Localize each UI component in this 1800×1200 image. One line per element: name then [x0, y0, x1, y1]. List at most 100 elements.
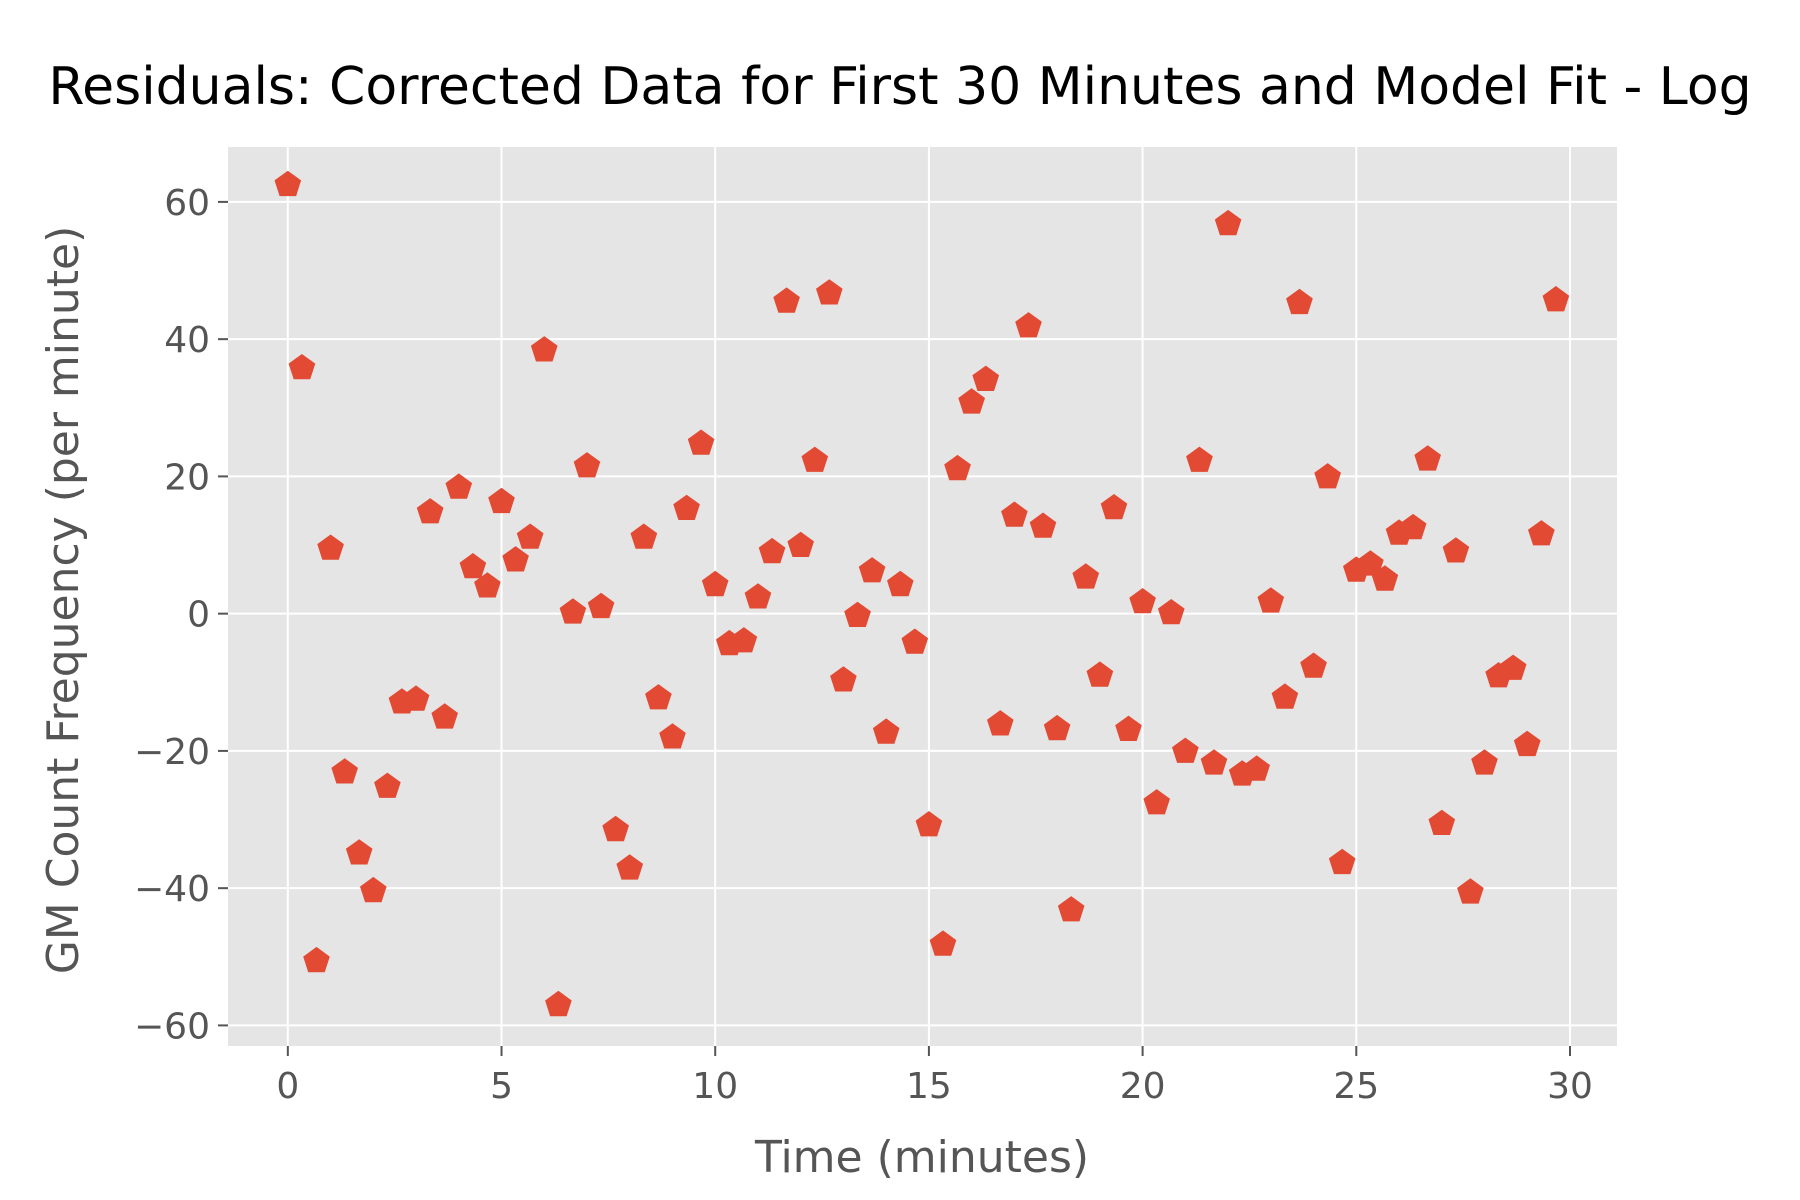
data-point: [1129, 588, 1156, 614]
data-point: [402, 685, 430, 711]
data-point: [844, 601, 871, 627]
data-point: [1086, 661, 1114, 687]
data-point: [1043, 714, 1071, 741]
data-point: [530, 336, 558, 362]
data-point: [431, 703, 458, 729]
data-point: [1200, 749, 1228, 775]
data-point: [787, 531, 814, 557]
data-point: [288, 354, 316, 380]
data-point: [1357, 550, 1384, 576]
data-point: [1457, 878, 1484, 904]
y-tick-label: −60: [134, 1006, 210, 1047]
data-point: [1428, 809, 1456, 835]
data-point: [416, 498, 444, 524]
data-point: [816, 279, 843, 305]
data-point: [858, 557, 886, 583]
data-point: [1286, 288, 1313, 315]
data-point: [701, 570, 729, 597]
data-point: [1513, 730, 1541, 757]
data-point: [1143, 789, 1170, 815]
data-point: [1471, 749, 1498, 775]
data-point: [1542, 286, 1570, 312]
data-point: [274, 170, 302, 197]
data-point: [1015, 312, 1042, 338]
data-point: [445, 473, 473, 499]
data-point: [317, 534, 344, 560]
data-point: [901, 628, 929, 654]
data-point: [1057, 896, 1085, 922]
data-point: [1499, 654, 1527, 680]
x-tick-label: 10: [692, 1066, 738, 1107]
data-point: [744, 583, 772, 609]
data-point: [1414, 445, 1441, 471]
data-point: [1528, 520, 1555, 546]
data-point: [602, 815, 629, 842]
data-point: [958, 388, 985, 414]
data-point: [673, 494, 700, 520]
x-tick-label: 5: [490, 1066, 513, 1107]
data-point: [1172, 737, 1199, 763]
data-points: [274, 170, 1570, 1017]
data-point: [616, 854, 644, 880]
data-point: [872, 718, 900, 744]
data-point: [1442, 537, 1470, 563]
x-tick-label: 20: [1120, 1066, 1166, 1107]
data-point: [659, 723, 686, 749]
chart-title: Residuals: Corrected Data for First 30 M…: [48, 57, 1751, 117]
data-point: [773, 287, 800, 313]
data-point: [1186, 446, 1213, 472]
grid-lines: [228, 147, 1617, 1046]
data-point: [630, 523, 658, 549]
y-axis-label: GM Count Frequency (per minute): [38, 226, 89, 975]
data-point: [1157, 599, 1185, 625]
data-point: [345, 839, 373, 865]
y-tick-label: 60: [164, 183, 210, 224]
data-point: [1399, 513, 1427, 540]
data-point: [929, 930, 957, 956]
data-point: [758, 537, 786, 564]
data-point: [1214, 209, 1242, 236]
data-point: [730, 627, 758, 653]
x-tick-label: 25: [1333, 1066, 1379, 1107]
x-tick-label: 15: [906, 1066, 952, 1107]
y-tick-label: 20: [164, 457, 210, 498]
data-point: [545, 990, 572, 1017]
x-axis-label: Time (minutes): [754, 1132, 1089, 1183]
data-point: [915, 811, 943, 837]
data-point: [1328, 848, 1356, 875]
data-point: [944, 454, 971, 481]
data-point: [502, 546, 529, 572]
data-point: [987, 710, 1014, 736]
data-point: [830, 666, 857, 692]
data-point: [459, 553, 487, 579]
data-point: [887, 570, 914, 597]
data-point: [1257, 587, 1285, 613]
data-point: [516, 523, 544, 549]
data-point: [1371, 565, 1399, 591]
y-tick-label: 40: [164, 320, 210, 361]
data-point: [587, 592, 615, 619]
data-point: [1072, 563, 1100, 589]
data-point: [474, 572, 501, 598]
x-tick-label: 30: [1547, 1066, 1593, 1107]
data-point: [1029, 512, 1057, 538]
data-point: [360, 876, 387, 903]
data-point: [1115, 715, 1142, 741]
data-point: [1314, 463, 1341, 489]
data-point: [303, 946, 330, 973]
data-point: [801, 446, 829, 472]
plot-area: [228, 147, 1617, 1046]
data-point: [645, 684, 672, 710]
data-point: [374, 772, 401, 798]
data-point: [573, 452, 601, 478]
data-point: [972, 365, 1000, 391]
y-tick-label: 0: [187, 595, 210, 636]
data-point: [331, 758, 358, 784]
data-point: [687, 429, 715, 455]
y-tick-label: −20: [134, 732, 210, 773]
axis-ticks: 0 5 10 15 20 25 30 −60 −40 −20 0 20 40 60: [134, 183, 1593, 1107]
data-point: [559, 598, 587, 624]
data-point: [1100, 494, 1128, 520]
